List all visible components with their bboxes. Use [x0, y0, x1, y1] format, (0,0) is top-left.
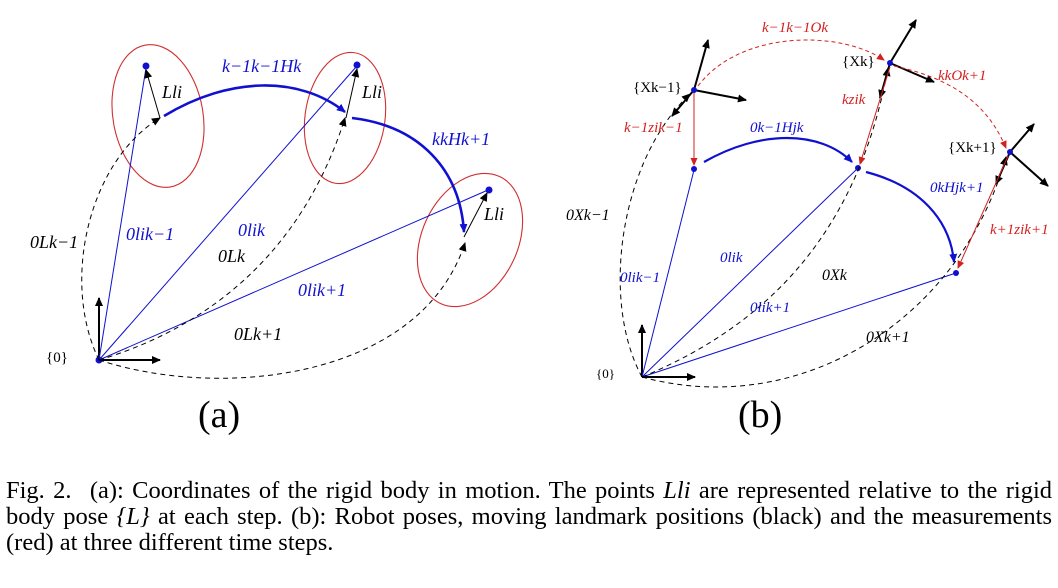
rigid-body-ellipse-km1	[111, 44, 205, 188]
label-a-Ll-1: Lli	[161, 82, 182, 102]
label-b-X-k-frame: {Xk}	[842, 54, 875, 70]
vector-b-l-k1	[641, 272, 957, 378]
label-a-H-k: k−1k−1Hk	[222, 56, 302, 76]
label-a-H-k1: kkHk+1	[432, 129, 490, 149]
pose-curve-X-k1	[641, 156, 1008, 388]
vector-l-k	[98, 66, 357, 361]
label-b-H-k: 0k−1Hjk	[750, 120, 804, 136]
caption-text-1: (a): Coordinates of the rigid body in mo…	[89, 477, 664, 504]
landmark-b-km1	[691, 166, 697, 172]
label-a-l-k: 0lik	[238, 220, 266, 240]
label-b-O-k1: kkOk+1	[938, 68, 986, 84]
motion-arrow-H-k	[163, 84, 346, 118]
caption-text-2: are represented relative to the rigid bo…	[6, 477, 1053, 530]
pose-curve-L-km1	[81, 117, 161, 361]
label-a-l-k1: 0lik+1	[298, 280, 346, 300]
label-b-origin: {0}	[596, 366, 615, 381]
caption-lead: Fig. 2.	[6, 477, 72, 504]
label-a-Ll-3: Lli	[483, 204, 504, 224]
local-vector-1	[144, 69, 161, 119]
vector-b-l-km1	[641, 169, 695, 378]
pose-curve-L-k1	[98, 242, 467, 379]
figure-caption: Fig. 2. (a): Coordinates of the rigid bo…	[6, 478, 1052, 556]
motion-arrow-H-k1	[351, 116, 468, 233]
local-vector-3	[463, 192, 488, 238]
label-b-X-km1: 0Xk−1	[566, 207, 610, 224]
label-a-L-k: 0Lk	[218, 246, 246, 266]
label-a-Ll-2: Lli	[361, 82, 382, 102]
label-b-z-k1: k+1zik+1	[990, 222, 1049, 238]
measurement-z-k1	[957, 155, 1009, 269]
label-a-L-km1: 0Lk−1	[30, 232, 78, 252]
vector-l-k1	[98, 189, 489, 361]
robot-frame-km1	[671, 39, 747, 117]
landmark-point-km1	[142, 62, 150, 70]
rigid-body-ellipse-k1	[416, 172, 524, 308]
measurement-z-k	[858, 66, 891, 165]
landmark-point-k	[353, 61, 361, 69]
vector-b-l-k	[641, 167, 859, 378]
odometry-O-k1	[893, 65, 1007, 149]
robot-frame-k1	[995, 123, 1049, 187]
odometry-O-k	[697, 39, 885, 87]
vector-l-km1	[98, 67, 147, 361]
label-a-L-k1: 0Lk+1	[234, 324, 282, 344]
motion-b-H-k	[703, 136, 853, 163]
label-a-l-km1: 0lik−1	[126, 224, 174, 244]
sublabel-b: (b)	[738, 394, 782, 436]
label-a-origin: {0}	[46, 350, 68, 366]
robot-frame-k	[878, 19, 935, 99]
panel-b: {Xk−1} {Xk} {Xk+1} k−1k−1Ok kkOk+1 k−1zi…	[566, 19, 1049, 436]
label-b-X-k1-frame: {Xk+1}	[948, 140, 997, 156]
rigid-body-ellipse-k	[303, 51, 387, 185]
pose-curve-L-k	[98, 117, 347, 361]
label-b-X-k1: 0Xk+1	[866, 329, 910, 346]
sublabel-a: (a)	[198, 394, 240, 436]
pose-curve-X-k	[641, 67, 891, 378]
landmark-b-k	[855, 165, 861, 171]
figure-diagram: k−1k−1Hk kkHk+1 Lli Lli Lli 0Lk−1 0Lk 0L…	[30, 19, 1049, 436]
caption-text-3: at each step. (b): Robot poses, moving l…	[6, 503, 1052, 556]
landmark-point-k1	[485, 186, 493, 194]
caption-symbol-1: Lli	[663, 477, 691, 504]
label-b-H-k1: 0kHjk+1	[930, 180, 983, 196]
panel-a: k−1k−1Hk kkHk+1 Lli Lli Lli 0Lk−1 0Lk 0L…	[30, 44, 524, 436]
local-vector-2	[345, 68, 360, 119]
label-b-X-k: 0Xk	[822, 267, 848, 284]
label-b-z-km1: k−1zik−1	[624, 120, 683, 136]
caption-symbol-2: {L}	[116, 503, 150, 530]
label-b-l-km1: 0lik−1	[620, 270, 660, 286]
label-b-O-k: k−1k−1Ok	[762, 20, 828, 36]
motion-b-H-k1	[865, 170, 958, 263]
label-b-z-k: kzik	[842, 92, 866, 108]
pose-curve-X-km1	[619, 93, 691, 378]
label-b-X-km1-frame: {Xk−1}	[633, 80, 682, 96]
label-b-l-k: 0lik	[720, 250, 743, 266]
landmark-b-k1	[953, 270, 959, 276]
label-b-l-k1: 0lik+1	[750, 300, 790, 316]
